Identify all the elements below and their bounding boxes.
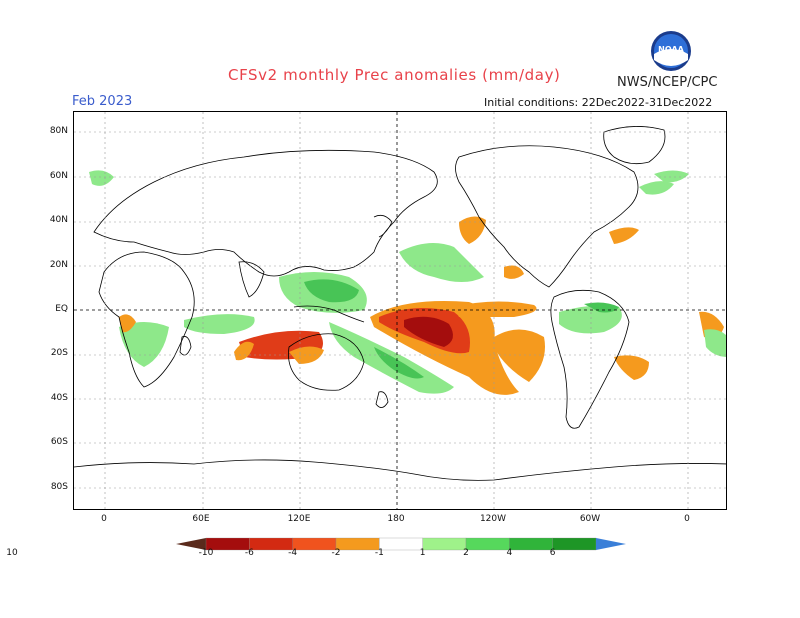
- greenland-outline: [603, 126, 666, 165]
- colorbar-cap-left: [176, 538, 206, 550]
- colorbar-label: -2: [331, 548, 341, 558]
- madagascar-outline: [179, 336, 192, 356]
- dry-anomaly-north-atlantic: [609, 227, 639, 244]
- antarctica-outline: [74, 459, 726, 481]
- colorbar-label: -1: [374, 548, 384, 558]
- wet-anomaly-north-atlantic: [639, 181, 674, 195]
- lon-label-60e: 60E: [192, 514, 210, 524]
- dry-anomaly-west-africa-coast: [119, 314, 136, 333]
- colorbar: [176, 536, 626, 551]
- agency-label: NWS/NCEP/CPC: [617, 75, 718, 90]
- wet-anomaly-maritime-continent-core: [304, 279, 359, 303]
- lon-label-120w: 120W: [479, 514, 507, 524]
- wet-anomaly-europe: [89, 170, 114, 186]
- africa-outline: [98, 251, 195, 388]
- australia-outline: [288, 333, 365, 391]
- lat-label-40s: 40S: [50, 393, 68, 403]
- dry-anomaly-california: [504, 265, 524, 279]
- dry-anomaly-south-atlantic: [614, 355, 649, 380]
- north-america-outline: [455, 145, 639, 288]
- colorbar-label: 10: [6, 548, 18, 558]
- forecast-month: Feb 2023: [72, 94, 133, 109]
- dry-anomaly-indian-ocean-outer: [234, 341, 254, 361]
- colorbar-label: 6: [549, 548, 556, 558]
- eurasia-outline: [93, 149, 438, 277]
- wet-anomaly-southern-africa: [119, 322, 169, 367]
- lat-label-20n: 20N: [49, 260, 68, 270]
- wet-anomaly-north-pacific: [399, 243, 484, 282]
- dry-anomaly-north-pacific: [459, 216, 486, 244]
- lat-label-20s: 20S: [50, 348, 68, 358]
- colorbar-cap-right: [596, 538, 626, 550]
- japan-outline: [373, 214, 393, 238]
- gridlines: [74, 112, 726, 509]
- lat-label-80s: 80S: [50, 482, 68, 492]
- colorbar-label: 1: [419, 548, 426, 558]
- coastlines: [74, 126, 726, 481]
- initial-conditions: Initial conditions: 22Dec2022-31Dec2022: [484, 96, 713, 109]
- dry-anomaly-central-pacific-core: [404, 316, 453, 347]
- anomaly-shading: [89, 170, 726, 395]
- wet-anomaly-greenland-sea: [654, 170, 689, 183]
- wet-anomaly-spcz-core: [374, 347, 424, 379]
- lat-label-80n: 80N: [49, 126, 68, 136]
- chart-title: CFSv2 monthly Prec anomalies (mm/day): [228, 66, 561, 84]
- lat-label-60s: 60S: [50, 437, 68, 447]
- india-outline: [238, 261, 265, 298]
- dry-anomaly-north-australia: [289, 346, 324, 364]
- colorbar-label: 4: [506, 548, 513, 558]
- colorbar-label: -6: [244, 548, 254, 558]
- colorbar-label: 2: [463, 548, 469, 558]
- lon-label-180: 180: [387, 514, 405, 524]
- lon-label-0: 0: [101, 514, 107, 524]
- lat-label-40n: 40N: [49, 215, 68, 225]
- lat-label-eq: EQ: [55, 304, 68, 314]
- colorbar-label: -4: [288, 548, 298, 558]
- lon-label-0-east: 0: [684, 514, 690, 524]
- noaa-logo-text: NOAA: [658, 45, 684, 54]
- wet-anomaly-east-india: [704, 329, 726, 357]
- south-america-outline: [550, 289, 630, 429]
- precip-anomaly-map: [73, 111, 727, 510]
- wet-anomaly-indian-ocean: [184, 314, 255, 334]
- noaa-logo: NOAA: [650, 30, 692, 72]
- dry-anomaly-east-pacific-band: [454, 301, 537, 317]
- new-zealand-outline: [375, 391, 389, 408]
- dry-anomaly-southeast-pacific: [494, 329, 545, 382]
- lat-label-60n: 60N: [49, 171, 68, 181]
- colorbar-label: -10: [198, 548, 214, 558]
- lon-label-60w: 60W: [579, 514, 601, 524]
- lon-label-120e: 120E: [287, 514, 311, 524]
